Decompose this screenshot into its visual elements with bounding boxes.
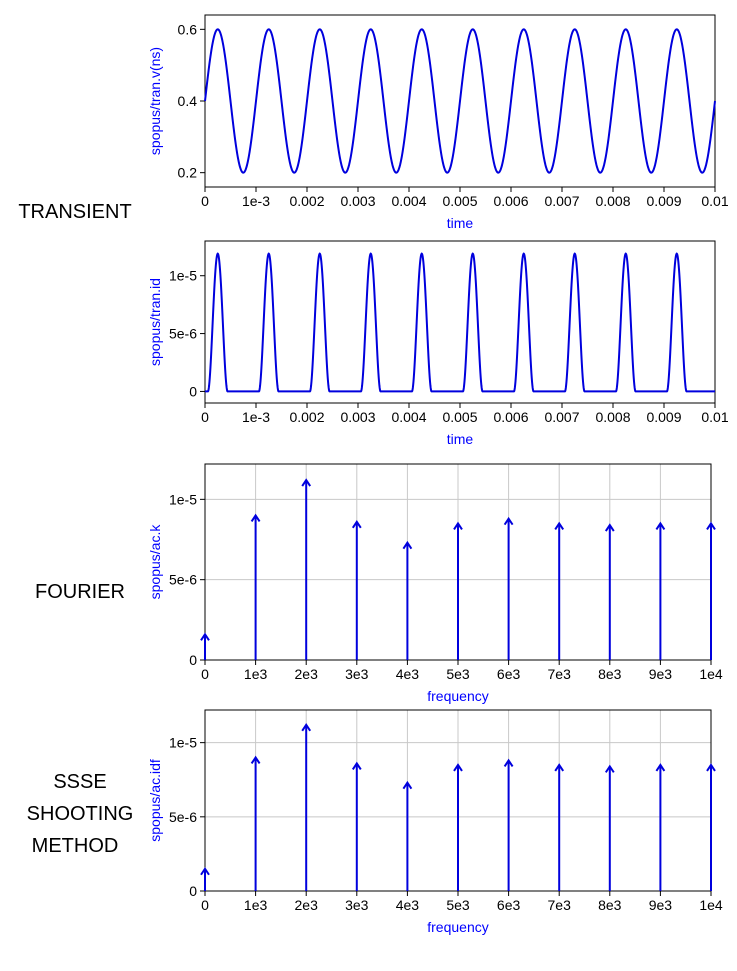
x-tick-label: 1e4	[699, 897, 723, 913]
x-tick-label: 0.01	[701, 409, 728, 425]
stem-8000	[604, 523, 615, 660]
x-tick-label: 2e3	[295, 666, 319, 682]
stem-5000	[453, 521, 463, 660]
x-axis-title: time	[447, 431, 474, 447]
y-tick-label: 0	[189, 383, 197, 399]
y-tick-label: 0.2	[178, 165, 198, 181]
series-line	[204, 28, 716, 174]
x-tick-label: 3e3	[345, 666, 369, 682]
stem-10000	[706, 521, 716, 660]
x-tick-label: 0.01	[701, 193, 728, 209]
y-tick-label: 0	[189, 883, 197, 899]
x-tick-label: 1e4	[699, 666, 723, 682]
label-fourier: FOURIER	[35, 581, 125, 603]
x-tick-label: 9e3	[649, 897, 673, 913]
x-tick-label: 0	[201, 409, 209, 425]
stem-7000	[554, 763, 565, 891]
x-tick-label: 0.006	[493, 409, 528, 425]
series-line	[205, 252, 715, 393]
stem-4000	[402, 540, 413, 660]
x-tick-label: 0.004	[391, 193, 426, 209]
y-axis-title: spopus/tran.id	[147, 278, 163, 366]
y-tick-label: 5e-6	[169, 572, 197, 588]
x-axis-title: time	[447, 215, 474, 231]
y-tick-label: 0	[189, 652, 197, 668]
x-tick-label: 5e3	[446, 666, 470, 682]
x-tick-label: 2e3	[295, 897, 319, 913]
x-tick-label: 1e3	[244, 897, 268, 913]
x-tick-label: 0	[201, 897, 209, 913]
x-tick-label: 0.003	[340, 193, 375, 209]
y-tick-label: 1e-5	[169, 735, 197, 751]
chart-tran-v	[200, 14, 716, 192]
x-tick-label: 0.004	[391, 409, 426, 425]
y-tick-label: 1e-5	[169, 491, 197, 507]
y-axis-title: spopus/ac.k	[147, 524, 163, 600]
x-tick-label: 0.007	[544, 193, 579, 209]
plot-frame	[204, 240, 716, 404]
x-tick-label: 4e3	[396, 666, 420, 682]
stem-5000	[453, 763, 463, 891]
x-tick-label: 0.002	[289, 409, 324, 425]
x-tick-label: 1e3	[244, 666, 268, 682]
stem-2000	[301, 478, 312, 660]
y-tick-label: 0.4	[178, 93, 198, 109]
x-tick-label: 7e3	[548, 666, 572, 682]
y-tick-label: 0.6	[178, 21, 198, 37]
x-tick-label: 0.009	[646, 193, 681, 209]
stem-9000	[655, 521, 666, 660]
chart-tran-id	[200, 240, 716, 408]
x-axis-title: frequency	[427, 919, 488, 935]
x-tick-label: 0	[201, 193, 209, 209]
stem-8000	[604, 764, 615, 891]
x-tick-label: 9e3	[649, 666, 673, 682]
x-tick-label: 8e3	[598, 897, 622, 913]
x-tick-label: 3e3	[345, 897, 369, 913]
x-tick-label: 8e3	[598, 666, 622, 682]
x-axis-title: frequency	[427, 688, 488, 704]
x-tick-label: 0.008	[595, 193, 630, 209]
x-tick-label: 4e3	[396, 897, 420, 913]
stem-4000	[402, 780, 413, 891]
x-tick-label: 1e-3	[242, 409, 270, 425]
label-transient: TRANSIENT	[18, 201, 132, 223]
stem-6000	[503, 516, 514, 660]
stem-2000	[301, 723, 312, 891]
x-tick-label: 0.005	[442, 193, 477, 209]
x-tick-label: 0.008	[595, 409, 630, 425]
stem-6000	[503, 758, 514, 891]
x-tick-label: 5e3	[446, 897, 470, 913]
stem-3000	[351, 520, 362, 660]
stem-0	[200, 632, 210, 660]
x-tick-label: 1e-3	[242, 193, 270, 209]
x-tick-label: 0.006	[493, 193, 528, 209]
stem-1000	[250, 755, 261, 891]
y-tick-label: 1e-5	[169, 268, 197, 284]
stem-7000	[554, 521, 565, 660]
x-tick-label: 7e3	[548, 897, 572, 913]
x-tick-label: 6e3	[497, 897, 521, 913]
label-ssse-line1: SSSE	[53, 771, 107, 793]
y-axis-title: spopus/tran.v(ns)	[147, 47, 163, 155]
x-tick-label: 0.009	[646, 409, 681, 425]
label-ssse-line3: METHOD	[31, 835, 119, 857]
stem-3000	[351, 761, 362, 891]
y-axis-title: spopus/ac.idf	[147, 759, 163, 842]
stem-1000	[250, 513, 261, 660]
stem-10000	[706, 763, 716, 891]
x-tick-label: 0.005	[442, 409, 477, 425]
x-tick-label: 0.003	[340, 409, 375, 425]
chart-ac-idf	[200, 709, 716, 896]
label-ssse-line2: SHOOTING	[26, 803, 134, 825]
y-tick-label: 5e-6	[169, 326, 197, 342]
stem-0	[200, 866, 210, 891]
x-tick-label: 0.007	[544, 409, 579, 425]
x-tick-label: 0	[201, 666, 209, 682]
x-tick-label: 6e3	[497, 666, 521, 682]
y-tick-label: 5e-6	[169, 809, 197, 825]
stem-9000	[655, 763, 666, 891]
chart-ac-k	[200, 463, 716, 665]
x-tick-label: 0.002	[289, 193, 324, 209]
